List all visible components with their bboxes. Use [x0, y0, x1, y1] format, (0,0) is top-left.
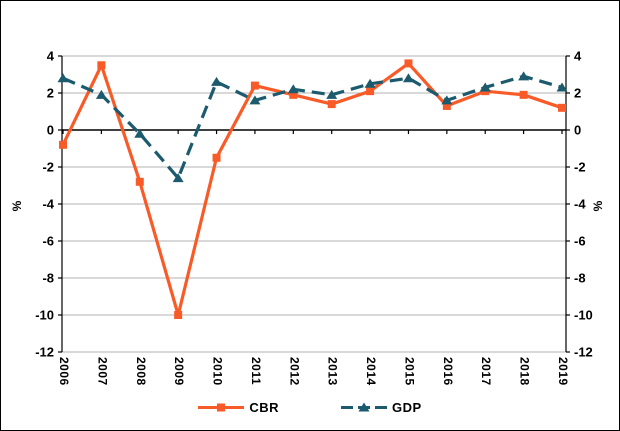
marker-square-cbr — [212, 153, 221, 162]
x-axis-year-label: 2011 — [249, 357, 263, 385]
series-line-gdp — [62, 74, 563, 180]
legend-label-gdp: GDP — [392, 400, 422, 415]
x-axis-year-label: 2016 — [441, 357, 455, 386]
legend-marker-square — [217, 403, 226, 412]
x-axis-year-label: 2008 — [134, 357, 148, 386]
marker-triangle-gdp — [441, 95, 453, 105]
x-axis-year-label: 2009 — [172, 357, 186, 386]
right-axis-title: % — [591, 200, 605, 211]
x-axis-year-label: 2014 — [364, 357, 378, 386]
marker-square-cbr — [174, 311, 183, 319]
marker-triangle-gdp — [402, 73, 414, 83]
right-axis-tick-label: -12 — [574, 345, 593, 360]
right-axis-tick-label: 2 — [574, 86, 581, 101]
marker-square-cbr — [327, 100, 336, 109]
left-axis-tick-label: -12 — [35, 345, 54, 360]
left-axis-tick-label: -4 — [42, 197, 54, 212]
marker-square-cbr — [59, 140, 67, 149]
marker-square-cbr — [519, 90, 528, 99]
marker-triangle-gdp — [134, 128, 146, 138]
left-axis-tick-label: 0 — [47, 123, 54, 138]
x-axis-year-label: 2013 — [326, 357, 340, 386]
marker-square-cbr — [250, 81, 259, 90]
left-axis-tick-label: -2 — [42, 160, 54, 175]
legend-marker-triangle — [358, 402, 370, 412]
marker-square-cbr — [366, 87, 375, 96]
marker-triangle-gdp — [95, 89, 107, 99]
left-axis-tick-label: 2 — [47, 86, 54, 101]
right-axis-tick-label: -6 — [574, 234, 586, 249]
right-axis-tick-label: -8 — [574, 271, 586, 286]
x-axis-year-label: 2015 — [402, 357, 416, 386]
x-axis-year-label: 2017 — [479, 357, 493, 386]
marker-triangle-gdp — [518, 71, 530, 81]
right-axis-tick-label: 4 — [574, 49, 582, 64]
right-axis-tick-label: 0 — [574, 123, 581, 138]
x-axis-year-label: 2006 — [57, 357, 71, 386]
marker-triangle-gdp — [479, 82, 491, 92]
marker-triangle-gdp — [287, 84, 299, 94]
left-axis-title: % — [10, 200, 24, 211]
marker-triangle-gdp — [57, 73, 69, 83]
x-axis-year-label: 2018 — [518, 357, 532, 386]
series-line-cbr — [61, 61, 564, 317]
right-axis-tick-label: -2 — [574, 160, 586, 175]
right-axis-tick-label: -4 — [574, 197, 586, 212]
chart-legend: CBR GDP — [1, 400, 619, 415]
legend-line-sample-gdp — [341, 402, 387, 412]
x-axis-year-label: 2010 — [211, 357, 225, 386]
x-axis-year-label: 2019 — [556, 357, 570, 386]
marker-square-cbr — [442, 101, 451, 110]
marker-triangle-gdp — [249, 95, 261, 105]
marker-square-cbr — [289, 90, 298, 99]
legend-entry-cbr: CBR — [198, 400, 279, 415]
marker-triangle-gdp — [326, 89, 338, 99]
legend-line-sample-cbr — [198, 403, 245, 412]
left-axis-tick-label: -6 — [42, 234, 54, 249]
marker-triangle-gdp — [556, 82, 568, 92]
right-axis-tick-label: -10 — [574, 308, 593, 323]
legend-label-cbr: CBR — [249, 400, 279, 415]
marker-square-cbr — [404, 59, 413, 68]
left-axis-tick-label: -10 — [35, 308, 54, 323]
left-axis-tick-label: 4 — [47, 49, 55, 64]
x-axis-year-label: 2007 — [95, 357, 109, 386]
left-axis-tick-label: -8 — [42, 271, 54, 286]
marker-triangle-gdp — [211, 76, 223, 86]
marker-square-cbr — [97, 61, 106, 70]
legend-entry-gdp: GDP — [341, 400, 422, 415]
marker-square-cbr — [558, 103, 566, 112]
x-axis-year-label: 2012 — [287, 357, 301, 386]
marker-triangle-gdp — [364, 78, 376, 88]
marker-triangle-gdp — [172, 173, 184, 183]
marker-square-cbr — [135, 177, 144, 186]
